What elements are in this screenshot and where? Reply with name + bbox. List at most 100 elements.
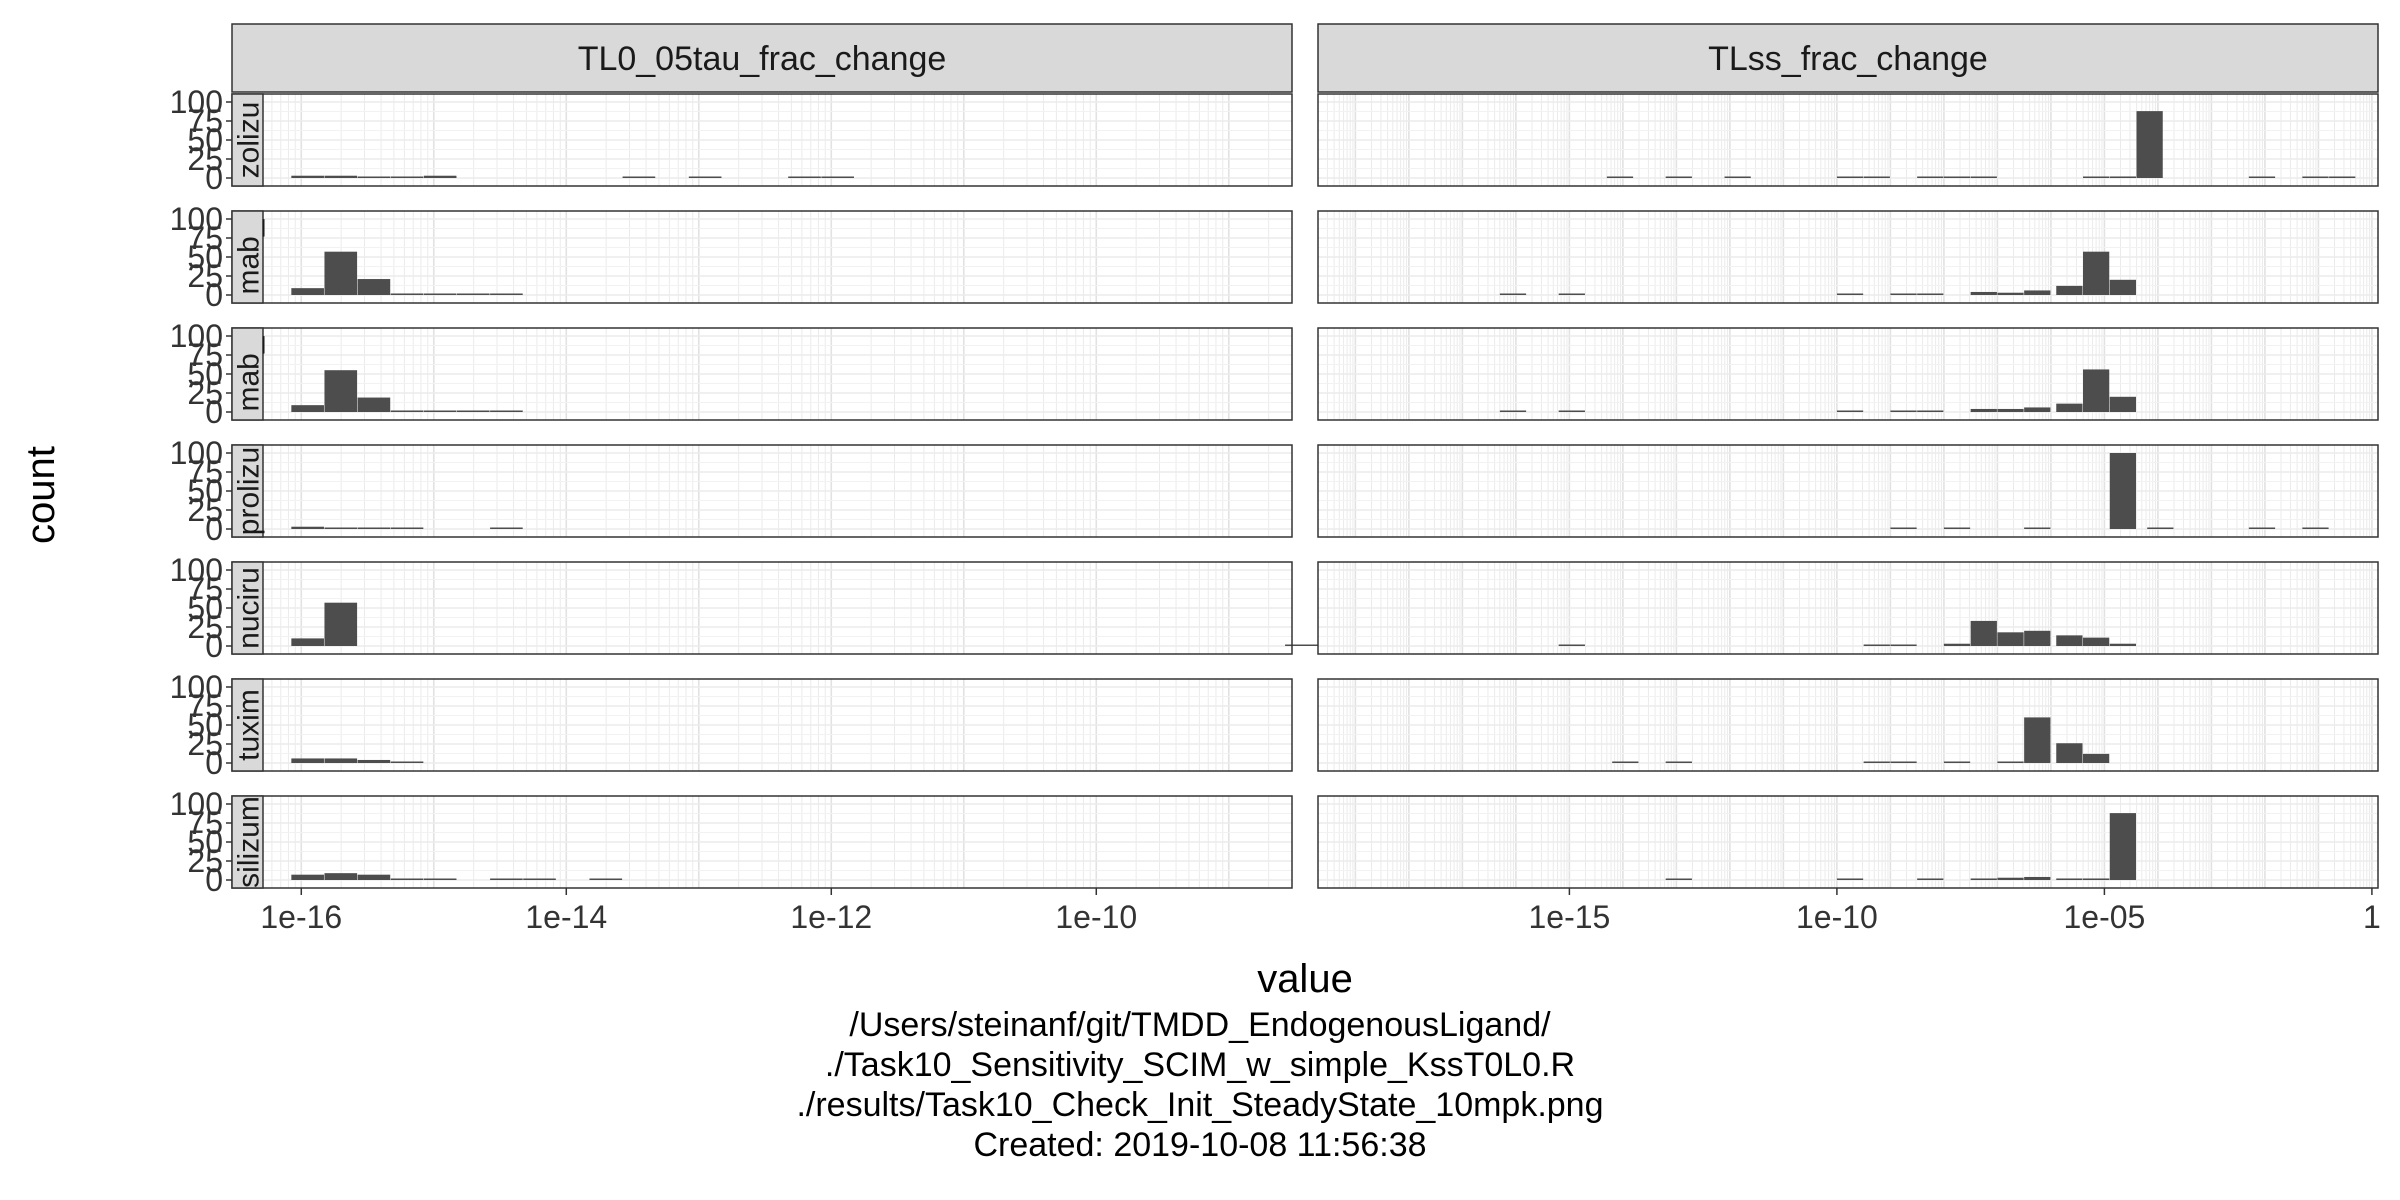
histogram-bar <box>1997 292 2024 295</box>
histogram-bar <box>1612 761 1639 763</box>
histogram-bar <box>1836 410 1864 412</box>
y-tick-label: 25 <box>187 141 223 177</box>
x-axis-title: value <box>1257 957 1353 1000</box>
histogram-bar <box>456 293 490 295</box>
histogram-bar <box>523 878 556 880</box>
histogram-bar <box>1836 176 1864 178</box>
y-tick-label: 25 <box>187 609 223 645</box>
histogram-bar <box>1970 620 1997 646</box>
histogram-bar <box>390 176 424 178</box>
y-tick-label: 75 <box>187 337 223 373</box>
histogram-bar <box>490 878 523 880</box>
histogram-bar <box>2248 176 2276 178</box>
caption-line-4: Created: 2019-10-08 11:56:38 <box>973 1126 1427 1164</box>
caption-line-2: ./Task10_Sensitivity_SCIM_w_simple_KssT0… <box>824 1046 1576 1084</box>
y-tick-label: 25 <box>187 375 223 411</box>
histogram-bar <box>1997 877 2024 880</box>
histogram-bar <box>2024 527 2051 529</box>
column-strip-label: TLss_frac_change <box>1708 40 1988 78</box>
histogram-bar <box>2083 878 2110 880</box>
y-tick-label: 0 <box>205 511 223 547</box>
faceted-histogram-chart: TL0_05tau_frac_changezolizu0255075100mab… <box>19 23 2381 1000</box>
histogram-bar <box>324 175 358 178</box>
histogram-bar <box>357 279 391 295</box>
histogram-bar <box>1863 644 1890 646</box>
histogram-bar <box>1943 527 1971 529</box>
y-tick-label: 100 <box>170 669 223 705</box>
x-tick-label: 1e-14 <box>525 899 607 935</box>
histogram-bar <box>291 288 324 295</box>
histogram-bar <box>2109 279 2137 295</box>
histogram-bar <box>1970 408 1997 412</box>
histogram-bar <box>2024 290 2051 295</box>
y-tick-label: 50 <box>187 707 223 743</box>
histogram-bar <box>324 602 358 646</box>
y-tick-label: 75 <box>187 454 223 490</box>
y-tick-label: 75 <box>187 571 223 607</box>
histogram-bar <box>1863 761 1890 763</box>
histogram-bar <box>821 176 854 178</box>
histogram-bar <box>2109 396 2137 412</box>
histogram-bar <box>490 410 523 412</box>
histogram-bar <box>2024 407 2051 412</box>
y-tick-label: 0 <box>205 628 223 664</box>
histogram-bar <box>2109 176 2137 178</box>
histogram-bar <box>291 638 324 646</box>
x-tick-label: 1e-16 <box>260 899 342 935</box>
histogram-bar <box>423 175 457 178</box>
row-strip-label: silizum <box>233 796 266 888</box>
x-tick-label: 1e-05 <box>2063 899 2145 935</box>
histogram-bar <box>1943 761 1971 763</box>
histogram-bar <box>2083 176 2110 178</box>
y-tick-label: 25 <box>187 726 223 762</box>
caption-line-1: /Users/steinanf/git/TMDD_EndogenousLigan… <box>849 1006 1551 1044</box>
histogram-bar <box>324 251 358 295</box>
histogram-bar <box>456 410 490 412</box>
y-tick-label: 25 <box>187 258 223 294</box>
histogram-bar <box>2024 876 2051 880</box>
histogram-bar <box>1890 644 1917 646</box>
y-tick-label: 50 <box>187 356 223 392</box>
histogram-bar <box>1863 176 1890 178</box>
y-tick-label: 100 <box>170 786 223 822</box>
row-strip-label: nuciru <box>233 567 266 649</box>
y-tick-label: 50 <box>187 590 223 626</box>
panel-border <box>1317 561 2379 655</box>
caption-line-3: ./results/Task10_Check_Init_SteadyState_… <box>796 1086 1604 1124</box>
histogram-bar <box>2302 176 2329 178</box>
histogram-bar <box>324 370 358 412</box>
histogram-bar <box>2056 285 2083 295</box>
y-tick-label: 100 <box>170 201 223 237</box>
histogram-bar <box>357 527 391 529</box>
histogram-bar <box>390 293 424 295</box>
histogram-bar <box>1917 878 1944 880</box>
histogram-bar <box>2083 369 2110 412</box>
y-tick-label: 0 <box>205 862 223 898</box>
y-tick-label: 0 <box>205 160 223 196</box>
y-tick-label: 100 <box>170 435 223 471</box>
y-tick-label: 50 <box>187 122 223 158</box>
row-strip-label: mab_ <box>233 218 266 294</box>
row-strip-label: zolizu <box>233 102 266 179</box>
histogram-bar <box>2024 630 2051 646</box>
histogram-bar <box>1836 293 1864 295</box>
histogram-bar <box>1997 761 2024 763</box>
y-tick-label: 100 <box>170 84 223 120</box>
histogram-bar <box>1606 176 1634 178</box>
histogram-bar <box>390 527 424 529</box>
histogram-bar <box>1558 293 1585 295</box>
histogram-bar <box>1890 761 1917 763</box>
y-tick-label: 100 <box>170 552 223 588</box>
y-tick-label: 75 <box>187 688 223 724</box>
x-tick-label: 1e-12 <box>790 899 872 935</box>
panel-border <box>1317 210 2379 304</box>
histogram-bar <box>2083 251 2110 295</box>
histogram-bar <box>291 405 324 412</box>
caption: /Users/steinanf/git/TMDD_EndogenousLigan… <box>0 1005 2400 1165</box>
histogram-bar <box>2024 717 2051 763</box>
histogram-bar <box>2109 813 2137 880</box>
y-tick-label: 25 <box>187 492 223 528</box>
histogram-bar <box>357 397 391 412</box>
y-tick-label: 50 <box>187 239 223 275</box>
histogram-bar <box>1499 410 1527 412</box>
